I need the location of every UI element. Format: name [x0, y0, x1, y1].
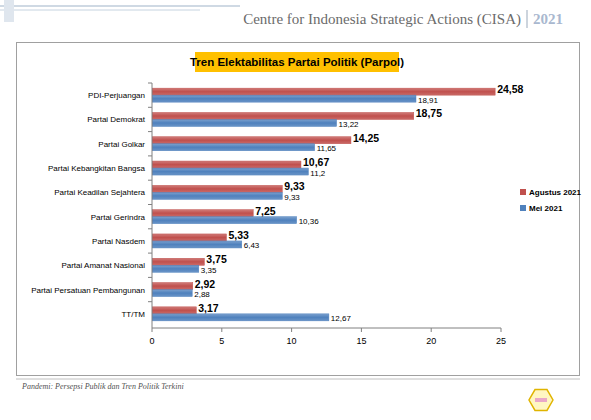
x-tick-label: 25: [496, 336, 506, 346]
data-label: 18,91: [418, 96, 439, 105]
bar: [152, 192, 282, 199]
bar: [152, 112, 414, 119]
y-tick: [148, 253, 152, 254]
category-label: Partai Gerindra: [91, 213, 146, 222]
legend-label: Agustus 2021: [529, 188, 582, 197]
bar: [152, 185, 282, 192]
data-label: 9,33: [284, 193, 300, 202]
x-tick: [291, 328, 292, 332]
header-decoration: [4, 0, 14, 22]
data-label: 14,25: [353, 132, 379, 144]
data-label: 2,88: [194, 290, 210, 299]
y-tick: [148, 155, 152, 156]
bar: [152, 210, 253, 217]
category-label: Partai Demokrat: [87, 115, 146, 124]
bars: [152, 88, 495, 321]
data-label: 11,65: [317, 144, 337, 153]
y-tick: [148, 301, 152, 302]
category-label: PDI-Perjuangan: [88, 91, 145, 100]
footer-text: Pandemi: Persepsi Publik dan Tren Politi…: [21, 382, 184, 391]
header-year: 2021: [533, 11, 563, 27]
data-label: 13,22: [339, 120, 360, 129]
bar: [152, 290, 192, 297]
y-tick: [148, 204, 152, 205]
x-tick: [501, 328, 502, 332]
y-tick: [148, 83, 152, 84]
data-label: 3,75: [206, 253, 227, 265]
bar: [152, 168, 308, 175]
category-label: TT/TM: [121, 310, 145, 319]
x-tick: [361, 328, 362, 332]
bar: [152, 258, 204, 265]
data-label: 11,2: [310, 169, 326, 178]
bar: [152, 265, 199, 272]
y-tick: [148, 228, 152, 229]
logo: [529, 390, 553, 411]
x-tick-label: 15: [356, 336, 366, 346]
y-tick: [148, 107, 152, 108]
chart-title: Tren Elektabilitas Partai Politik (Parpo…: [190, 56, 404, 68]
data-label: 6,43: [244, 241, 260, 250]
category-label: Partai Nasdem: [92, 237, 145, 246]
y-tick: [148, 277, 152, 278]
data-label: 18,75: [416, 107, 442, 119]
x-tick-label: 10: [287, 336, 297, 346]
x-tick: [221, 328, 222, 332]
data-label: 24,58: [497, 83, 523, 95]
x-tick-label: 0: [149, 336, 154, 346]
bar: [152, 137, 351, 144]
logo-detail: [535, 398, 547, 402]
x-tick-label: 20: [426, 336, 436, 346]
bar: [152, 314, 329, 321]
data-label: 10,67: [303, 156, 329, 168]
legend-swatch: [520, 189, 526, 195]
bar: [152, 283, 193, 290]
category-label: Partai Kebangkitan Bangsa: [48, 164, 146, 173]
data-label: 10,36: [299, 217, 320, 226]
bar: [152, 161, 301, 168]
y-tick: [148, 180, 152, 181]
data-label: 2,92: [195, 278, 216, 290]
x-tick-label: 5: [219, 336, 224, 346]
y-tick: [148, 131, 152, 132]
footer-line: [16, 379, 580, 380]
legend-label: Mei 2021: [529, 204, 563, 213]
chart-frame: [17, 43, 580, 376]
header-line: [0, 10, 200, 11]
chart-root: Centre for Indonesia Strategic Actions (…: [0, 0, 591, 420]
bar: [152, 119, 337, 126]
data-label: 12,67: [331, 314, 352, 323]
category-label: Partai Keadilan Sejahtera: [54, 188, 145, 197]
legend-swatch: [520, 205, 526, 211]
category-label: Partai Golkar: [98, 140, 145, 149]
header-title: Centre for Indonesia Strategic Actions (…: [243, 11, 521, 28]
bar: [152, 241, 242, 248]
bar: [152, 217, 297, 224]
header-separator: [527, 10, 528, 28]
category-label: Partai Persatuan Pembangunan: [31, 286, 145, 295]
bar: [152, 144, 315, 151]
bar: [152, 307, 196, 314]
category-label: Partai Amanat Nasional: [61, 261, 145, 270]
bar: [152, 88, 495, 95]
bar: [152, 95, 416, 102]
bar: [152, 234, 226, 241]
data-label: 3,17: [198, 302, 219, 314]
x-axis-line: [152, 328, 501, 329]
header-line: [0, 6, 240, 7]
y-axis-line: [152, 83, 153, 328]
data-label: 9,33: [284, 180, 305, 192]
data-label: 7,25: [255, 205, 276, 217]
data-label: 3,35: [201, 266, 217, 275]
data-label: 5,33: [228, 229, 249, 241]
x-tick: [152, 328, 153, 332]
x-tick: [431, 328, 432, 332]
